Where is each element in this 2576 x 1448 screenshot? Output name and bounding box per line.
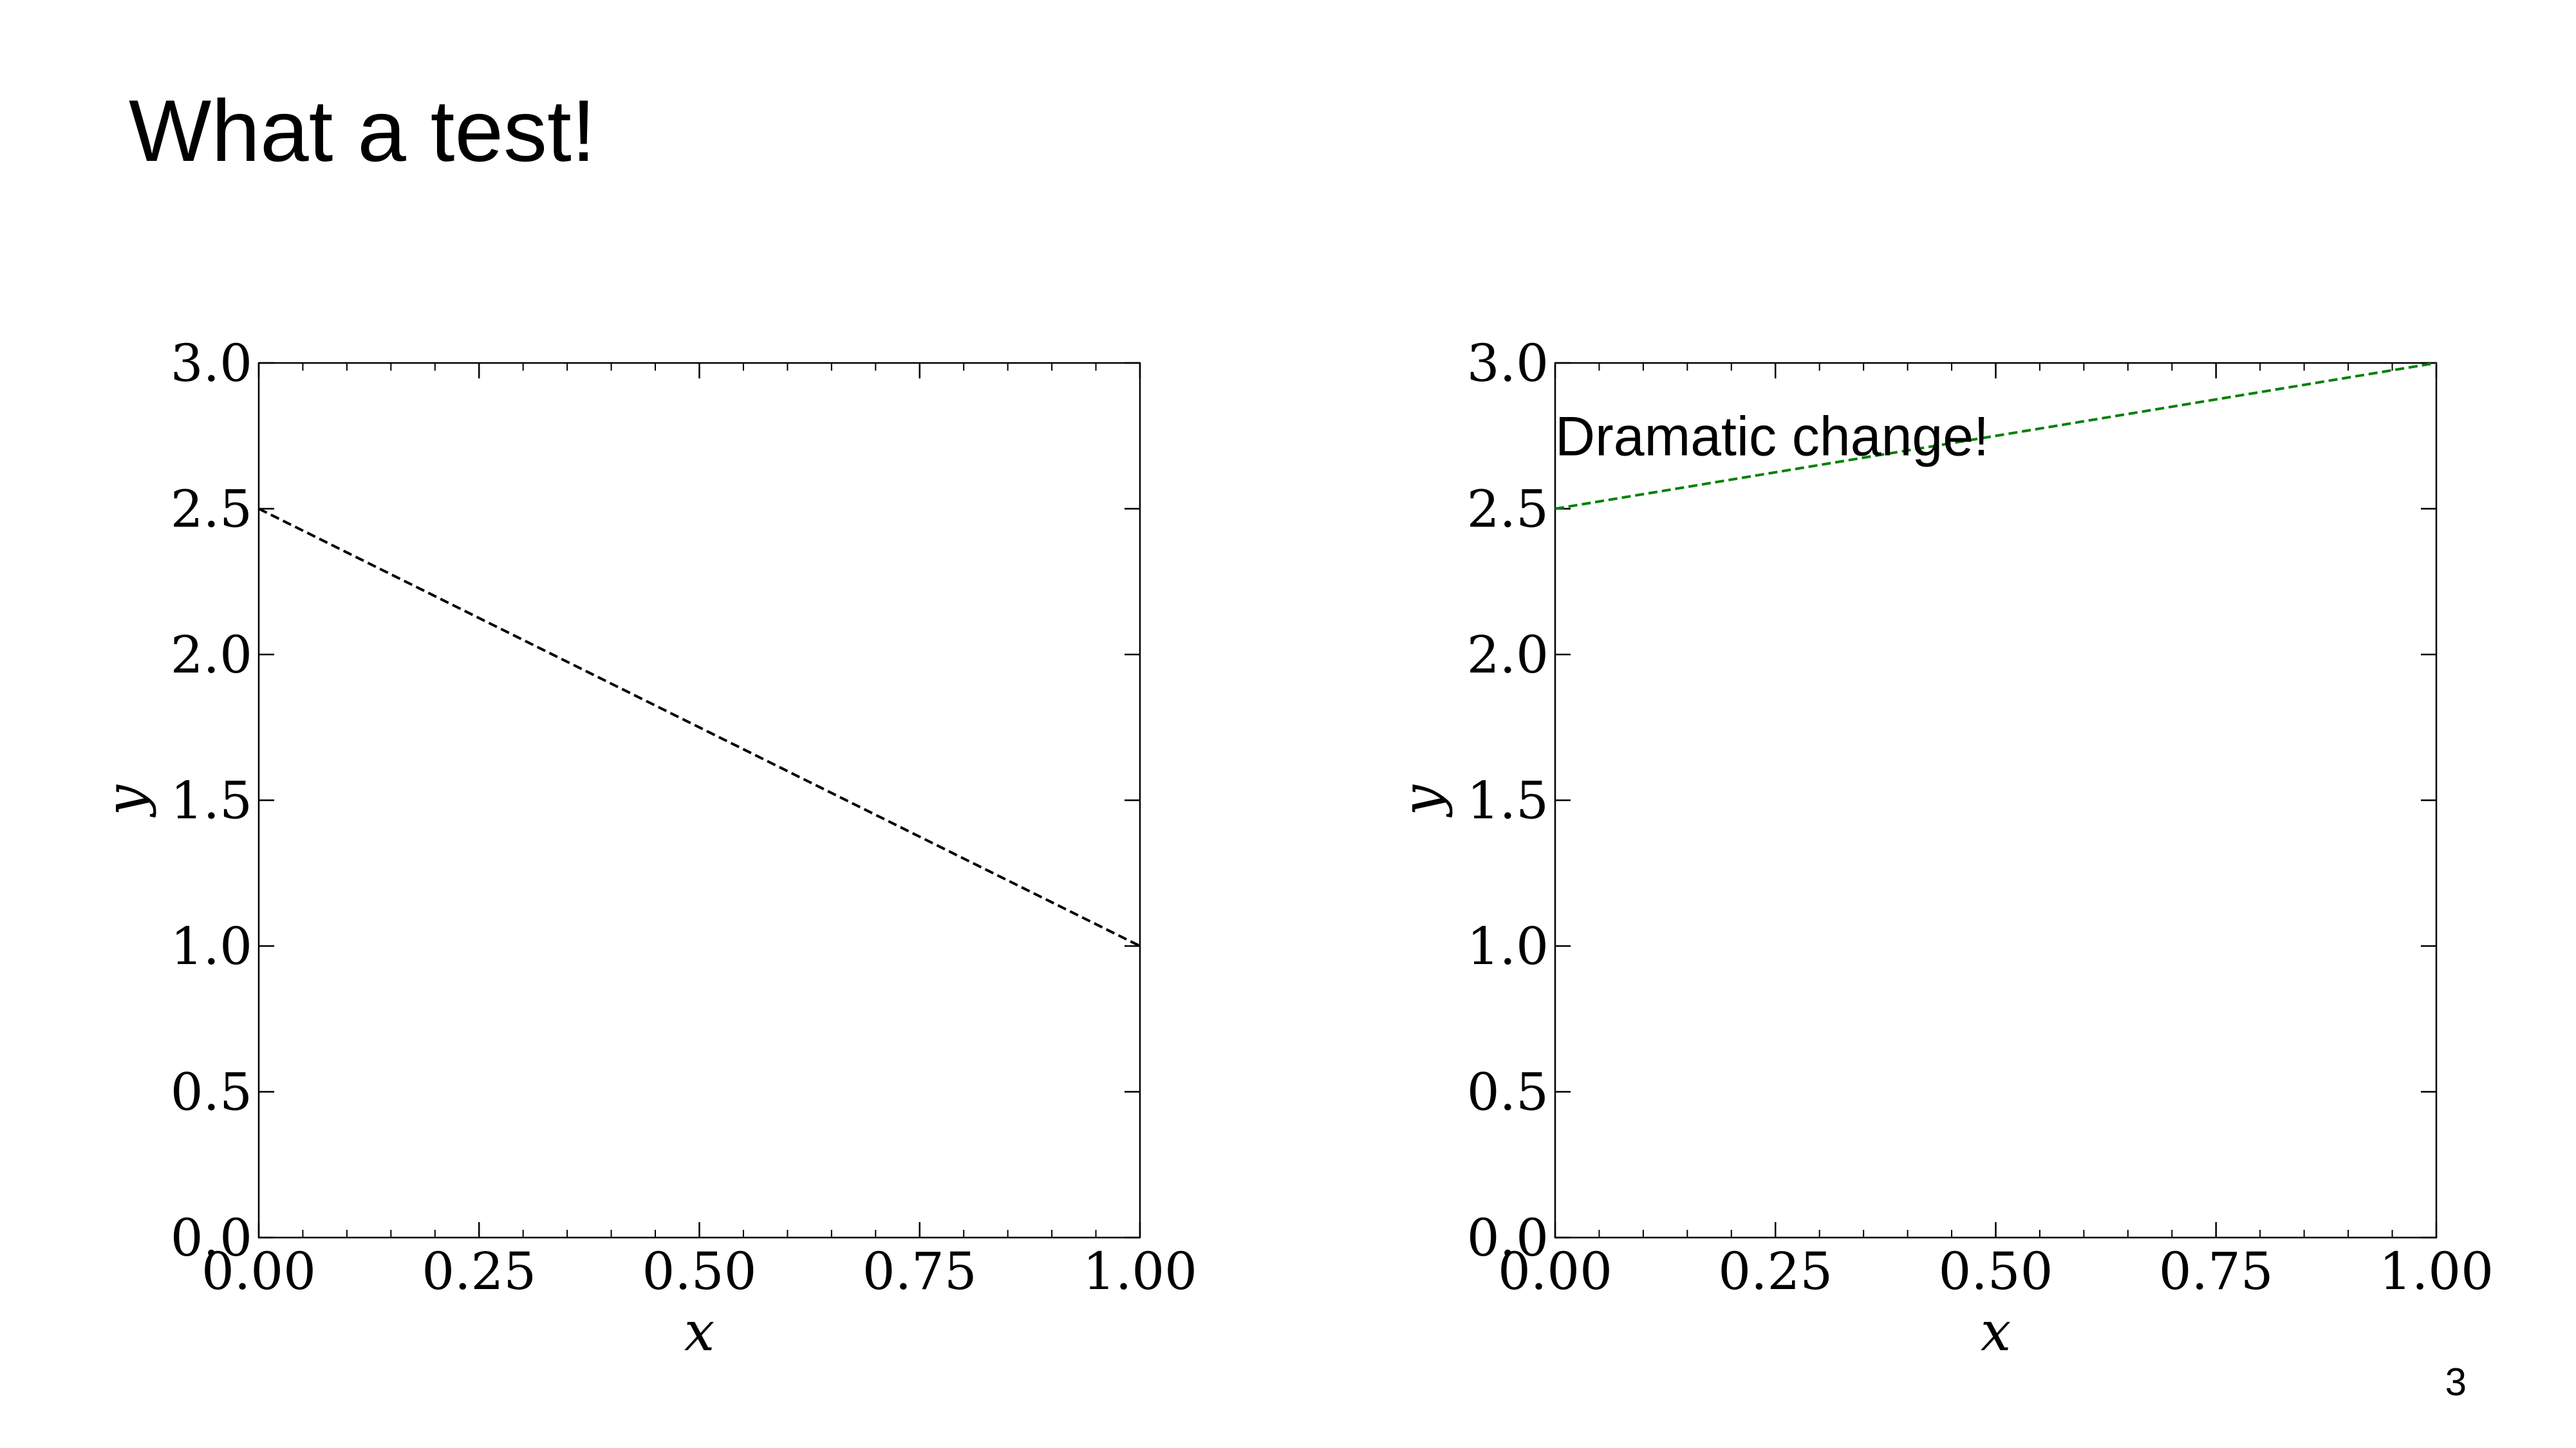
y-tick-label: 0.0 [1467,1208,1549,1268]
slide-title: What a test! [129,82,596,180]
y-tick-label: 0.0 [171,1208,252,1268]
plot-frame-0 [257,362,1141,1239]
y-tick-label: 0.5 [171,1063,252,1122]
y-tick-label: 3.0 [171,333,252,393]
y-tick-label: 0.5 [1467,1063,1549,1122]
x-tick-label: 0.50 [642,1241,756,1301]
x-tick-label: 0.50 [1938,1241,2053,1301]
x-tick-label: 1.00 [1083,1241,1197,1301]
y-axis-label: y [94,784,157,818]
y-tick-label: 1.5 [171,771,252,831]
x-tick-label: 0.75 [2159,1241,2273,1301]
x-axis-label: x [684,1300,714,1363]
plot-frame-1 [1554,362,2438,1239]
page-number: 3 [2445,1360,2467,1404]
y-tick-label: 1.0 [171,916,252,976]
x-tick-label: 1.00 [2379,1241,2494,1301]
x-tick-label: 0.75 [863,1241,977,1301]
y-tick-label: 1.0 [1467,916,1549,976]
annotation-text: Dramatic change! [1555,405,1989,467]
y-tick-label: 2.0 [171,625,252,685]
y-tick-label: 2.5 [1467,479,1549,539]
series-line-1-0 [1554,362,2437,510]
y-tick-label: 2.0 [1467,625,1549,685]
x-tick-label: 0.25 [1718,1241,1833,1301]
series-line-0-0 [258,507,1141,947]
y-tick-label: 1.5 [1467,771,1549,831]
y-tick-label: 2.5 [171,479,252,539]
y-tick-label: 3.0 [1467,333,1549,393]
x-tick-label: 0.25 [422,1241,536,1301]
x-axis-label: x [1981,1300,2011,1363]
x-tick-label: 0.00 [201,1241,316,1301]
y-axis-label: y [1390,784,1453,818]
x-tick-label: 0.00 [1498,1241,1612,1301]
